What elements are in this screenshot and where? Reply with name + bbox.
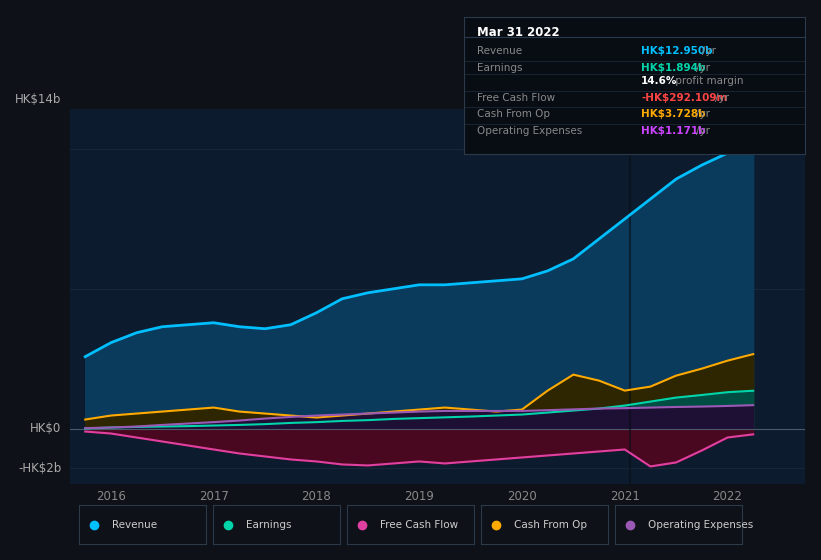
Text: /yr: /yr [702, 46, 717, 56]
Text: HK$1.894b: HK$1.894b [641, 63, 705, 73]
Text: /yr: /yr [696, 63, 710, 73]
Text: HK$14b: HK$14b [16, 94, 62, 106]
Text: HK$0: HK$0 [30, 422, 62, 435]
Text: Free Cash Flow: Free Cash Flow [380, 520, 458, 530]
Text: HK$1.171b: HK$1.171b [641, 125, 706, 136]
Text: /yr: /yr [696, 125, 710, 136]
Text: Revenue: Revenue [112, 520, 158, 530]
Text: Operating Expenses: Operating Expenses [648, 520, 753, 530]
Text: Cash From Op: Cash From Op [478, 109, 551, 119]
Text: -HK$292.109m: -HK$292.109m [641, 93, 727, 102]
Text: -HK$2b: -HK$2b [18, 462, 62, 475]
Text: /yr: /yr [696, 109, 710, 119]
Text: Cash From Op: Cash From Op [514, 520, 587, 530]
Text: HK$12.950b: HK$12.950b [641, 46, 713, 56]
Text: HK$3.728b: HK$3.728b [641, 109, 706, 119]
Text: Free Cash Flow: Free Cash Flow [478, 93, 556, 102]
Text: Earnings: Earnings [478, 63, 523, 73]
Text: Earnings: Earnings [246, 520, 291, 530]
Text: Operating Expenses: Operating Expenses [478, 125, 583, 136]
Text: Mar 31 2022: Mar 31 2022 [478, 26, 560, 39]
Text: /yr: /yr [714, 93, 728, 102]
Text: 14.6%: 14.6% [641, 76, 677, 86]
Text: profit margin: profit margin [672, 76, 743, 86]
Text: Revenue: Revenue [478, 46, 523, 56]
